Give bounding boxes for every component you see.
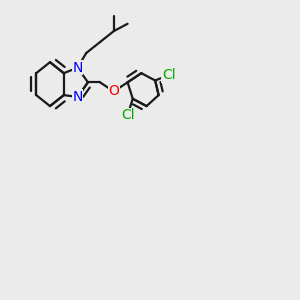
Text: Cl: Cl: [121, 108, 134, 122]
Text: Cl: Cl: [162, 68, 176, 82]
Text: O: O: [108, 85, 119, 98]
Text: N: N: [72, 90, 83, 104]
Text: N: N: [72, 61, 83, 75]
